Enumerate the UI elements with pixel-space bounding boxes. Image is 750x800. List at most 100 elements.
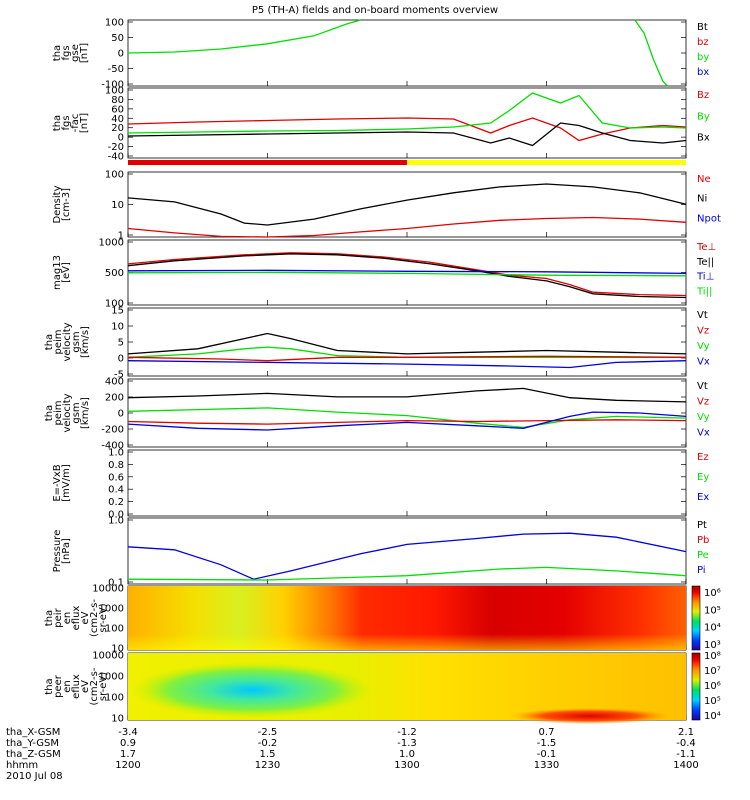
y-axis-label: -fac	[70, 114, 81, 133]
legend-Npot: Npot	[697, 213, 721, 224]
y-axis-label: tha	[52, 115, 63, 131]
series-line-by	[127, 19, 361, 54]
panel-frame	[127, 171, 687, 238]
series-line-Vy	[127, 407, 687, 429]
y-tick-label: 400	[105, 377, 124, 388]
legend-Bt: Bt	[697, 22, 708, 33]
ephemeris-row-label: tha_X-GSM	[6, 727, 60, 738]
series-group-density	[127, 183, 687, 238]
legend-Ex: Ex	[697, 492, 709, 503]
ephemeris-value: 1.5	[260, 749, 276, 760]
y-tick-label: -5	[114, 370, 124, 381]
y-tick-label: 5	[118, 338, 124, 349]
series-line-Vt	[127, 332, 687, 355]
y-axis-label: [km/s]	[80, 326, 91, 358]
legend-Bx: Bx	[697, 133, 710, 144]
legend-Vy: Vy	[697, 341, 710, 352]
y-tick-label: -200	[101, 425, 124, 436]
y-axis-label: gse	[70, 44, 81, 62]
y-axis-label: en	[62, 680, 73, 693]
legend-Ne: Ne	[697, 174, 711, 185]
series-line-Vt	[127, 387, 687, 403]
ephemeris-value: 1.7	[120, 749, 136, 760]
y-axis-label: gsm	[71, 402, 82, 423]
legend-bz: bz	[697, 37, 709, 48]
panel-frame	[127, 517, 687, 585]
ephemeris-row-label: hhmm	[6, 760, 38, 771]
y-axis-label: tha	[52, 45, 63, 61]
series-group-velocity-i	[127, 387, 687, 431]
series-line-Ti⊥	[127, 269, 687, 275]
y-tick-label: 1000	[99, 238, 124, 249]
y-axis-label: gsm	[71, 331, 82, 352]
series-line-By	[127, 92, 687, 134]
y-axis-label: fgs	[61, 45, 72, 60]
series-line-Bx	[127, 122, 687, 147]
series-line-Vx	[127, 411, 687, 431]
series-group-fgs-fac	[127, 92, 687, 147]
ephemeris-row-label: tha_Y-GSM	[6, 738, 59, 749]
y-tick-label: 0	[118, 49, 124, 60]
y-tick-label: 0	[118, 133, 124, 144]
panel-pressure: 1.0 0.1 Pressure[nPa] Pt Pb Pe Pi	[52, 516, 709, 589]
date-label: 2010 Jul 08	[6, 771, 63, 782]
ephemeris-value: 2.1	[678, 727, 694, 738]
series-group-velocity-e	[127, 332, 687, 369]
panel-frame	[127, 449, 687, 517]
legend-Ni: Ni	[697, 194, 707, 205]
y-tick-label: 10	[111, 322, 124, 333]
series-line-Te⊥	[127, 252, 687, 297]
ephemeris-value: -0.2	[258, 738, 278, 749]
panel-frame	[127, 307, 687, 377]
legend-Te||: Te||	[696, 257, 714, 268]
ephemeris-row-label: tha_Z-GSM	[6, 749, 61, 760]
ion-colorbar-label: 10⁶	[704, 588, 721, 599]
y-tick-label: 100	[105, 18, 124, 29]
y-axis-label: velocity	[62, 322, 73, 361]
y-tick-label: 50	[111, 33, 124, 44]
ephemeris-value: 1.0	[399, 749, 415, 760]
series-line-Te||	[127, 253, 687, 299]
y-axis-label: en	[62, 612, 73, 625]
ephemeris-value: 1300	[394, 760, 419, 771]
panel-frame	[127, 378, 687, 448]
y-tick-label: 0.2	[108, 497, 124, 508]
series-line-Vz	[127, 355, 687, 362]
legend-Ez: Ez	[697, 452, 709, 463]
electron-colorbar-label: 10⁴	[704, 711, 721, 722]
y-tick-label: 100	[105, 624, 124, 635]
mode-bar	[128, 160, 686, 165]
y-tick-label: 1000	[99, 672, 124, 683]
y-axis-label: mag13	[52, 255, 63, 290]
y-tick-label: 100	[105, 170, 124, 181]
y-tick-label: -40	[108, 152, 124, 163]
ephemeris-value: -1.1	[676, 749, 696, 760]
y-axis-label: (cm2-s-	[89, 667, 100, 705]
y-tick-label: 40	[111, 114, 124, 125]
ephemeris-value: -1.2	[397, 727, 417, 738]
legend-Pb: Pb	[697, 535, 709, 546]
ephemeris-value: 1330	[534, 760, 559, 771]
electron-colorbar	[691, 652, 701, 721]
y-tick-label: 0.1	[108, 578, 124, 589]
y-axis-label: peir	[53, 607, 64, 627]
ion-colorbar-label: 10⁵	[704, 605, 721, 616]
ion-colorbar-label: 10³	[704, 640, 721, 651]
y-tick-label: 0.8	[108, 460, 124, 471]
legend-Vx: Vx	[697, 428, 710, 439]
legend-by: by	[697, 52, 709, 63]
electron-colorbar-label: 10⁵	[704, 696, 721, 707]
series-group-pressure	[127, 532, 687, 581]
mode-bar-segment	[407, 160, 686, 165]
y-axis-label: sr-eV)	[98, 603, 109, 632]
y-axis-label: tha	[44, 610, 55, 626]
ephemeris-value: 1230	[255, 760, 280, 771]
y-tick-label: 100	[105, 299, 124, 310]
y-axis-label: [cm-3]	[61, 188, 72, 221]
y-axis-label: tha	[44, 678, 55, 694]
y-axis-label: peim	[53, 400, 64, 425]
panel-density: 100 10 1 Density[cm-3] Ne Ni Npot	[52, 170, 721, 242]
y-tick-label: 20	[111, 123, 124, 134]
y-tick-label: 1.0	[108, 516, 124, 527]
